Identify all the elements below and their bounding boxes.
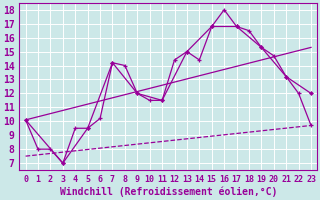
- X-axis label: Windchill (Refroidissement éolien,°C): Windchill (Refroidissement éolien,°C): [60, 187, 277, 197]
